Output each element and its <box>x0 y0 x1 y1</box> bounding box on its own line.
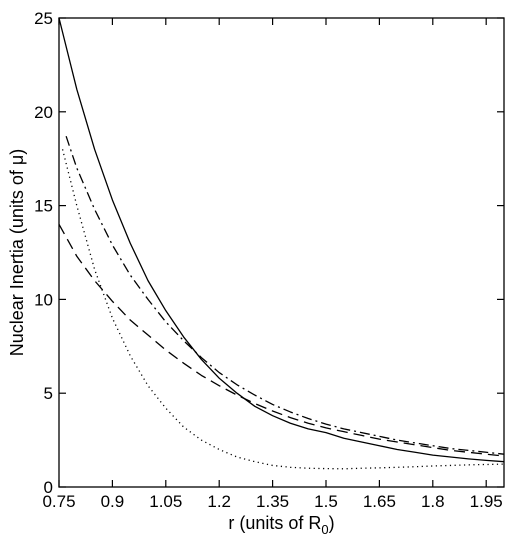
x-tick-label: 1.8 <box>421 492 445 511</box>
x-axis-label-suffix: ) <box>329 513 335 533</box>
y-tick-label: 0 <box>44 478 53 497</box>
series-line-dashdot <box>65 135 505 455</box>
series-line-dashed <box>58 224 505 457</box>
x-tick-label: 1.65 <box>363 492 396 511</box>
series-line-dotted <box>61 149 505 470</box>
x-tick-label: 1.95 <box>470 492 503 511</box>
y-tick-label: 20 <box>34 103 53 122</box>
x-axis-label-subscript: 0 <box>321 522 328 537</box>
y-tick-label: 15 <box>34 197 53 216</box>
y-tick-label: 5 <box>44 384 53 403</box>
curves-layer <box>58 17 505 470</box>
y-axis-ticks: 0 5 10 15 20 25 <box>34 9 504 497</box>
x-axis-ticks: 0.75 0.9 1.05 1.2 1.35 1.5 1.65 1.8 1.95 <box>42 18 503 511</box>
x-axis-label: r (units of R0) <box>228 513 334 537</box>
x-tick-label: 1.5 <box>314 492 338 511</box>
plot-frame <box>58 17 505 488</box>
x-tick-label: 1.05 <box>149 492 182 511</box>
y-tick-label: 25 <box>34 9 53 28</box>
y-axis-label: Nuclear Inertia (units of μ) <box>7 149 27 356</box>
x-tick-label: 0.75 <box>42 492 75 511</box>
x-axis-label-main: r (units of R <box>228 513 321 533</box>
series-line-solid <box>58 17 505 463</box>
x-tick-label: 0.9 <box>101 492 125 511</box>
x-tick-label: 1.35 <box>256 492 289 511</box>
x-tick-label: 1.2 <box>207 492 231 511</box>
y-tick-label: 10 <box>34 290 53 309</box>
